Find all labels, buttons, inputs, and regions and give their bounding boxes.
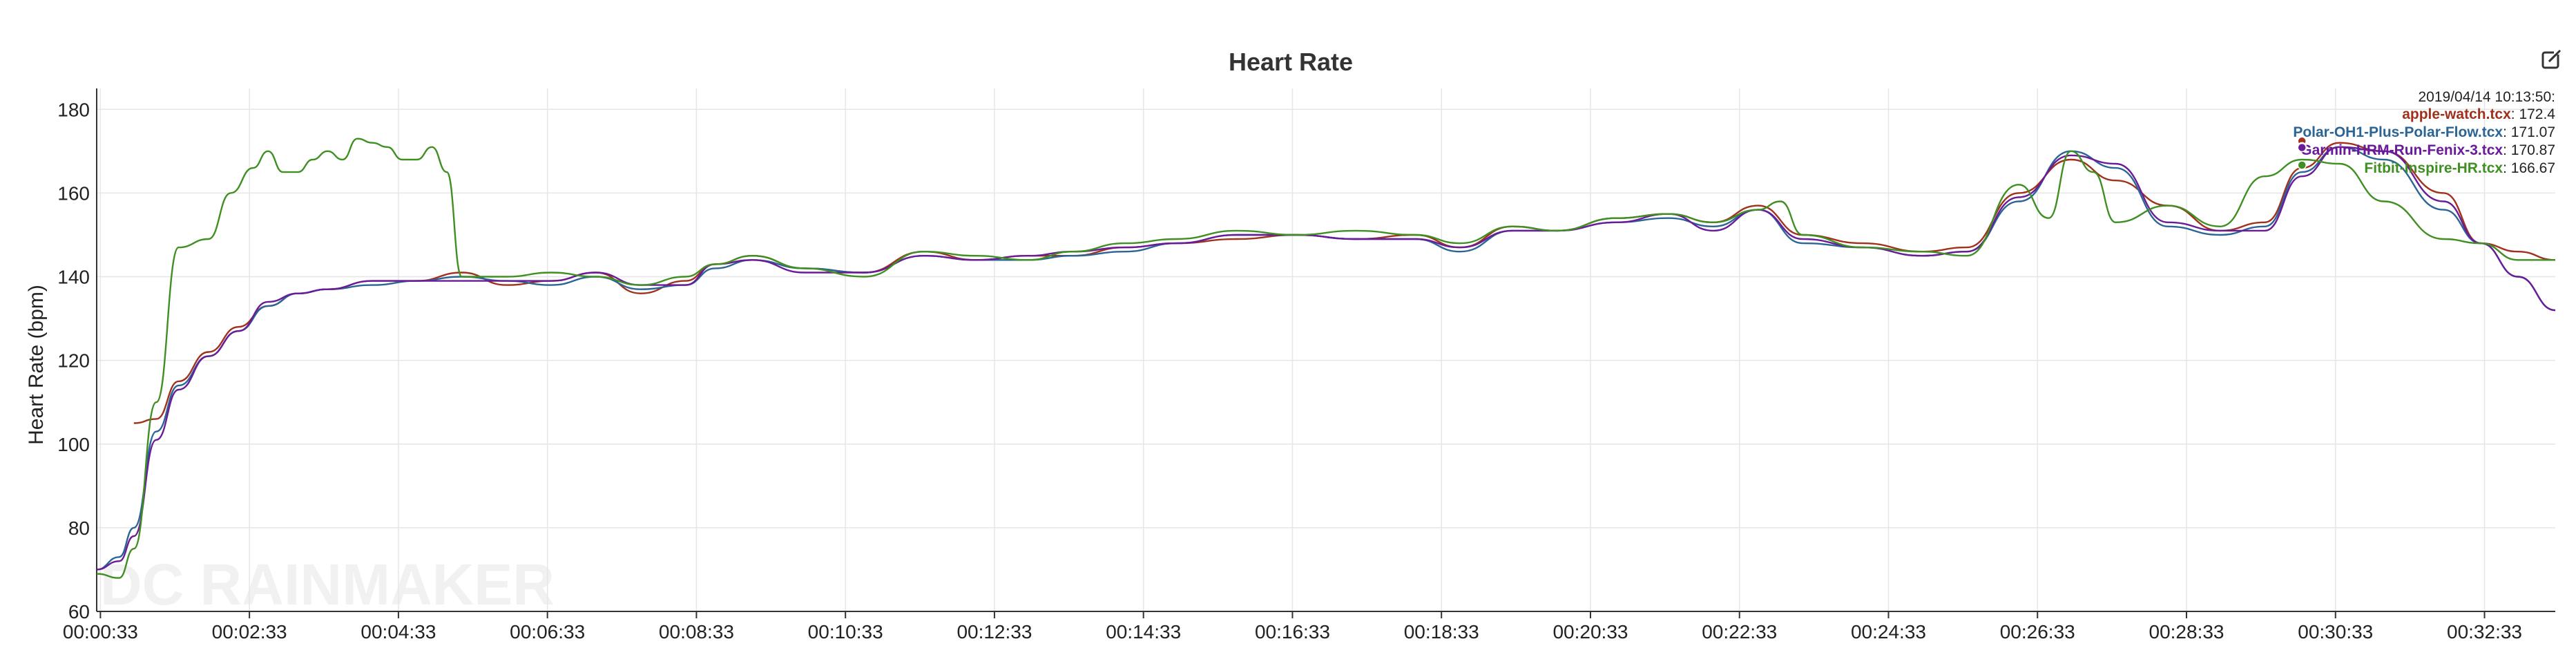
tooltip-timestamp: 2019/04/14 10:13:50: — [2418, 89, 2555, 105]
y-axis-ticks: 60 80 100 120 140 160 180 — [57, 99, 90, 622]
grid — [97, 88, 2555, 612]
x-tick-label: 00:06:33 — [510, 621, 585, 643]
tooltip-series-name: apple-watch.tcx — [2402, 106, 2511, 122]
chart-title: Heart Rate — [1229, 48, 1353, 76]
y-tick-label: 80 — [68, 517, 90, 539]
y-tick-label: 140 — [57, 267, 90, 288]
hover-markers — [2297, 136, 2307, 170]
tooltip-entry: apple-watch.tcx: 172.4 — [2402, 106, 2555, 122]
y-tick-label: 120 — [57, 350, 90, 372]
y-axis-label: Heart Rate (bpm) — [25, 285, 48, 445]
tooltip-entry: Fitbit-Inspire-HR.tcx: 166.67 — [2364, 160, 2555, 176]
tooltip-series-value: 172.4 — [2519, 106, 2555, 122]
x-tick-label: 00:02:33 — [212, 621, 287, 643]
tooltip-series-name: Polar-OH1-Plus-Polar-Flow.tcx — [2293, 124, 2503, 140]
x-tick-label: 00:24:33 — [1851, 621, 1926, 643]
series-line-0 — [133, 142, 2556, 424]
x-tick-label: 00:12:33 — [957, 621, 1032, 643]
x-tick-label: 00:08:33 — [659, 621, 734, 643]
y-tick-label: 160 — [57, 182, 90, 204]
x-tick-label: 00:16:33 — [1255, 621, 1330, 643]
y-tick-label: 100 — [57, 434, 90, 455]
hover-marker — [2297, 142, 2307, 153]
series-line-2 — [96, 146, 2556, 571]
x-tick-label: 00:30:33 — [2298, 621, 2373, 643]
series-line-3 — [96, 137, 2555, 579]
x-tick-label: 00:22:33 — [1702, 621, 1777, 643]
export-icon[interactable] — [2541, 48, 2562, 69]
axes — [96, 88, 2555, 612]
y-tick-label: 180 — [57, 99, 90, 120]
x-axis-ticks: 00:00:33 00:02:33 00:04:33 00:06:33 00:08:33… — [63, 611, 2522, 643]
tooltip-series-value: 166.67 — [2511, 160, 2555, 176]
x-tick-label: 00:10:33 — [808, 621, 883, 643]
tooltip-series-value: 170.87 — [2511, 142, 2555, 158]
series-group — [96, 137, 2556, 579]
x-tick-label: 00:32:33 — [2447, 621, 2522, 643]
x-tick-label: 00:00:33 — [63, 621, 138, 643]
tooltip-entry: Garmin-HRM-Run-Fenix-3.tcx: 170.87 — [2300, 142, 2555, 158]
tooltip-series-name: Garmin-HRM-Run-Fenix-3.tcx — [2300, 142, 2503, 158]
tooltip: 2019/04/14 10:13:50: apple-watch.tcx: 17… — [2293, 89, 2555, 176]
x-tick-label: 00:20:33 — [1553, 621, 1628, 643]
x-tick-label: 00:04:33 — [361, 621, 436, 643]
x-tick-label: 00:14:33 — [1106, 621, 1181, 643]
tooltip-series-name: Fitbit-Inspire-HR.tcx — [2364, 160, 2503, 176]
x-tick-label: 00:18:33 — [1404, 621, 1479, 643]
hover-marker — [2297, 160, 2307, 170]
x-tick-label: 00:26:33 — [2000, 621, 2075, 643]
x-tick-label: 00:28:33 — [2149, 621, 2224, 643]
tooltip-entry: Polar-OH1-Plus-Polar-Flow.tcx: 171.07 — [2293, 124, 2555, 140]
y-tick-label: 60 — [68, 601, 90, 622]
tooltip-series-value: 171.07 — [2511, 124, 2555, 140]
watermark: DC RAINMAKER — [100, 552, 555, 617]
